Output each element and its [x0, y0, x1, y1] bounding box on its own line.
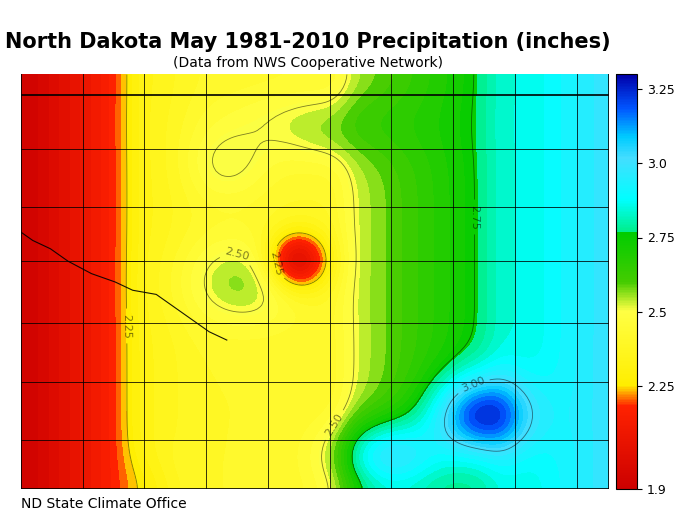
- Text: North Dakota May 1981-2010 Precipitation (inches): North Dakota May 1981-2010 Precipitation…: [5, 32, 611, 52]
- Text: 2.25: 2.25: [122, 313, 132, 338]
- Text: (Data from NWS Cooperative Network): (Data from NWS Cooperative Network): [173, 56, 443, 70]
- Text: ND State Climate Office: ND State Climate Office: [21, 497, 187, 511]
- Text: 2.25: 2.25: [268, 250, 284, 276]
- Text: 2.75: 2.75: [470, 204, 480, 229]
- Text: 2.50: 2.50: [323, 412, 345, 438]
- Text: 3.00: 3.00: [460, 376, 486, 394]
- Text: 2.50: 2.50: [223, 247, 250, 263]
